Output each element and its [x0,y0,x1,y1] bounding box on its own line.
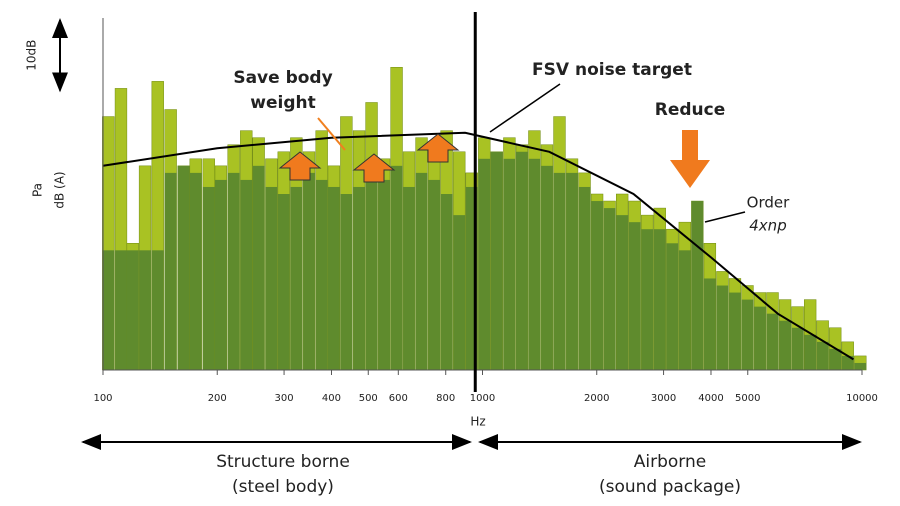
bar [214,179,227,370]
annotation: Order [747,194,790,212]
bar [227,172,240,370]
bar [177,165,190,370]
bar [566,172,578,370]
bar [252,165,265,370]
bar [115,250,127,370]
bar [678,250,691,370]
bar [591,201,604,370]
bar [453,215,466,370]
bar [703,278,716,370]
x-tick-label: 300 [275,393,294,404]
bar [151,250,164,370]
x-tick-label: 3000 [651,393,676,404]
x-tick-label: 1000 [470,393,495,404]
bar [164,172,177,370]
x-tick-label: 10000 [846,393,878,404]
region-label: Structure borne [216,452,350,472]
bar [854,362,867,370]
bar [240,179,253,370]
scale-label: 10dB [25,40,39,71]
bar [829,348,842,370]
bar [102,250,115,370]
up-arrow [416,133,460,163]
reduce-arrow [670,130,710,188]
bar [653,229,666,370]
bar [340,194,353,370]
up-arrow [352,153,396,183]
bar [277,194,290,370]
bar [766,313,779,370]
pointer [317,117,346,151]
bar [403,186,415,370]
bar [515,151,528,370]
bar [716,285,729,370]
bar [729,292,741,370]
x-tick-label: 100 [93,393,112,404]
x-tick-label: 5000 [735,393,760,404]
region-label: Airborne [634,452,706,472]
x-tick-label: 4000 [698,393,723,404]
bar [666,243,679,370]
bar [641,229,654,370]
bar [791,327,804,370]
bar [126,250,139,370]
x-tick-label: 500 [359,393,378,404]
pointer [489,83,561,133]
x-label: Hz [470,415,485,429]
bar [465,186,478,370]
bar [503,158,516,370]
bar [365,179,378,370]
bar [603,208,616,370]
bar [353,186,365,370]
target-line [102,131,855,361]
region-label: (steel body) [232,477,334,497]
x-tick-label: 800 [436,393,455,404]
annotation: Reduce [655,100,726,120]
bar [528,158,541,370]
region-label: (sound package) [599,477,741,497]
x-tick-label: 2000 [584,393,609,404]
x-tick-label: 200 [208,393,227,404]
bar [741,299,754,370]
plot [102,12,867,392]
bar [490,151,503,370]
up-arrow [278,151,322,181]
bar [327,186,340,370]
bar [754,306,766,370]
bar [265,186,278,370]
bar [779,320,791,370]
bar [578,186,591,370]
annotation: weight [250,93,315,113]
bar [816,341,829,370]
bar [415,172,428,370]
bar [553,172,566,370]
bar [378,179,390,370]
bar [303,172,315,370]
bar [804,334,817,370]
x-tick-label: 400 [322,393,341,404]
y-label: dB (A) [53,171,67,208]
bar [841,355,854,370]
bar [691,201,704,370]
bar [616,215,629,370]
bar [428,179,441,370]
bar [440,194,453,370]
bar [628,222,641,370]
bar [390,165,403,370]
bar [202,186,215,370]
pointer [704,211,746,223]
bar [189,172,202,370]
bar [290,186,303,370]
bar [315,179,328,370]
y-label: Pa [31,183,45,197]
annotation: Save body [233,68,332,88]
bar [139,250,151,370]
bar [478,158,491,370]
bar [541,165,553,370]
annotation: 4xnp [749,217,786,235]
x-tick-label: 600 [389,393,408,404]
annotation: FSV noise target [532,60,692,80]
